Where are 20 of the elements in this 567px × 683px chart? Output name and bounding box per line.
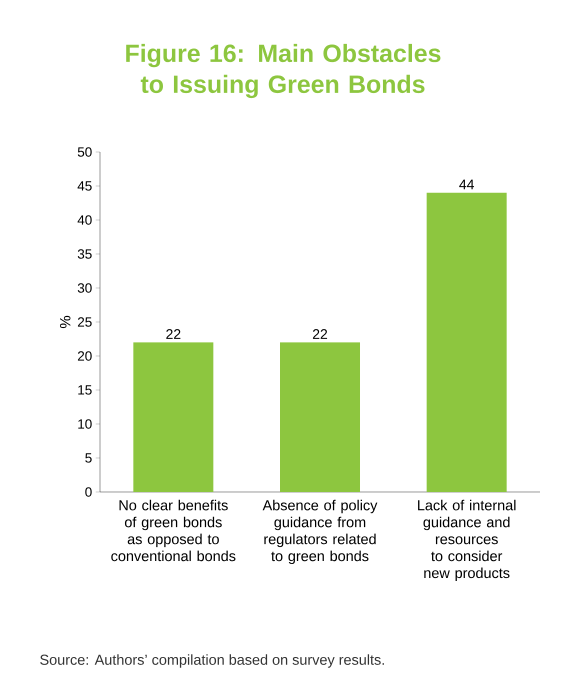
y-tick-label: 25 — [78, 317, 92, 327]
source-note: Source: Authors’ compilation based on survey results. — [40, 654, 384, 668]
y-tick-label: 10 — [78, 419, 92, 429]
y-tick-label: 5 — [85, 453, 92, 463]
y-tick-label: 0 — [85, 487, 92, 497]
y-tick-label: 15 — [78, 385, 92, 395]
y-tick-label: 20 — [78, 351, 92, 361]
y-tick-label: 30 — [78, 283, 92, 293]
x-tick-label: Lack of internal guidance and resources to consider new products — [418, 500, 516, 581]
data-label: 22 — [166, 329, 180, 339]
y-tick-label: 40 — [78, 215, 92, 225]
y-tick-label: 45 — [78, 181, 92, 191]
y-axis-title: % — [60, 316, 70, 328]
chart-title: Figure 16: Main Obstacles to Issuing Green Bonds — [126, 44, 440, 98]
x-tick-label: Absence of policy guidance from regulators related to green bonds — [262, 500, 378, 564]
y-tick-label: 50 — [78, 147, 92, 157]
data-label: 44 — [459, 180, 474, 190]
y-tick-label: 35 — [78, 249, 92, 259]
data-label: 22 — [312, 329, 328, 339]
x-tick-label: No clear benefits of green bonds as opposed to conventional bonds — [111, 500, 236, 562]
